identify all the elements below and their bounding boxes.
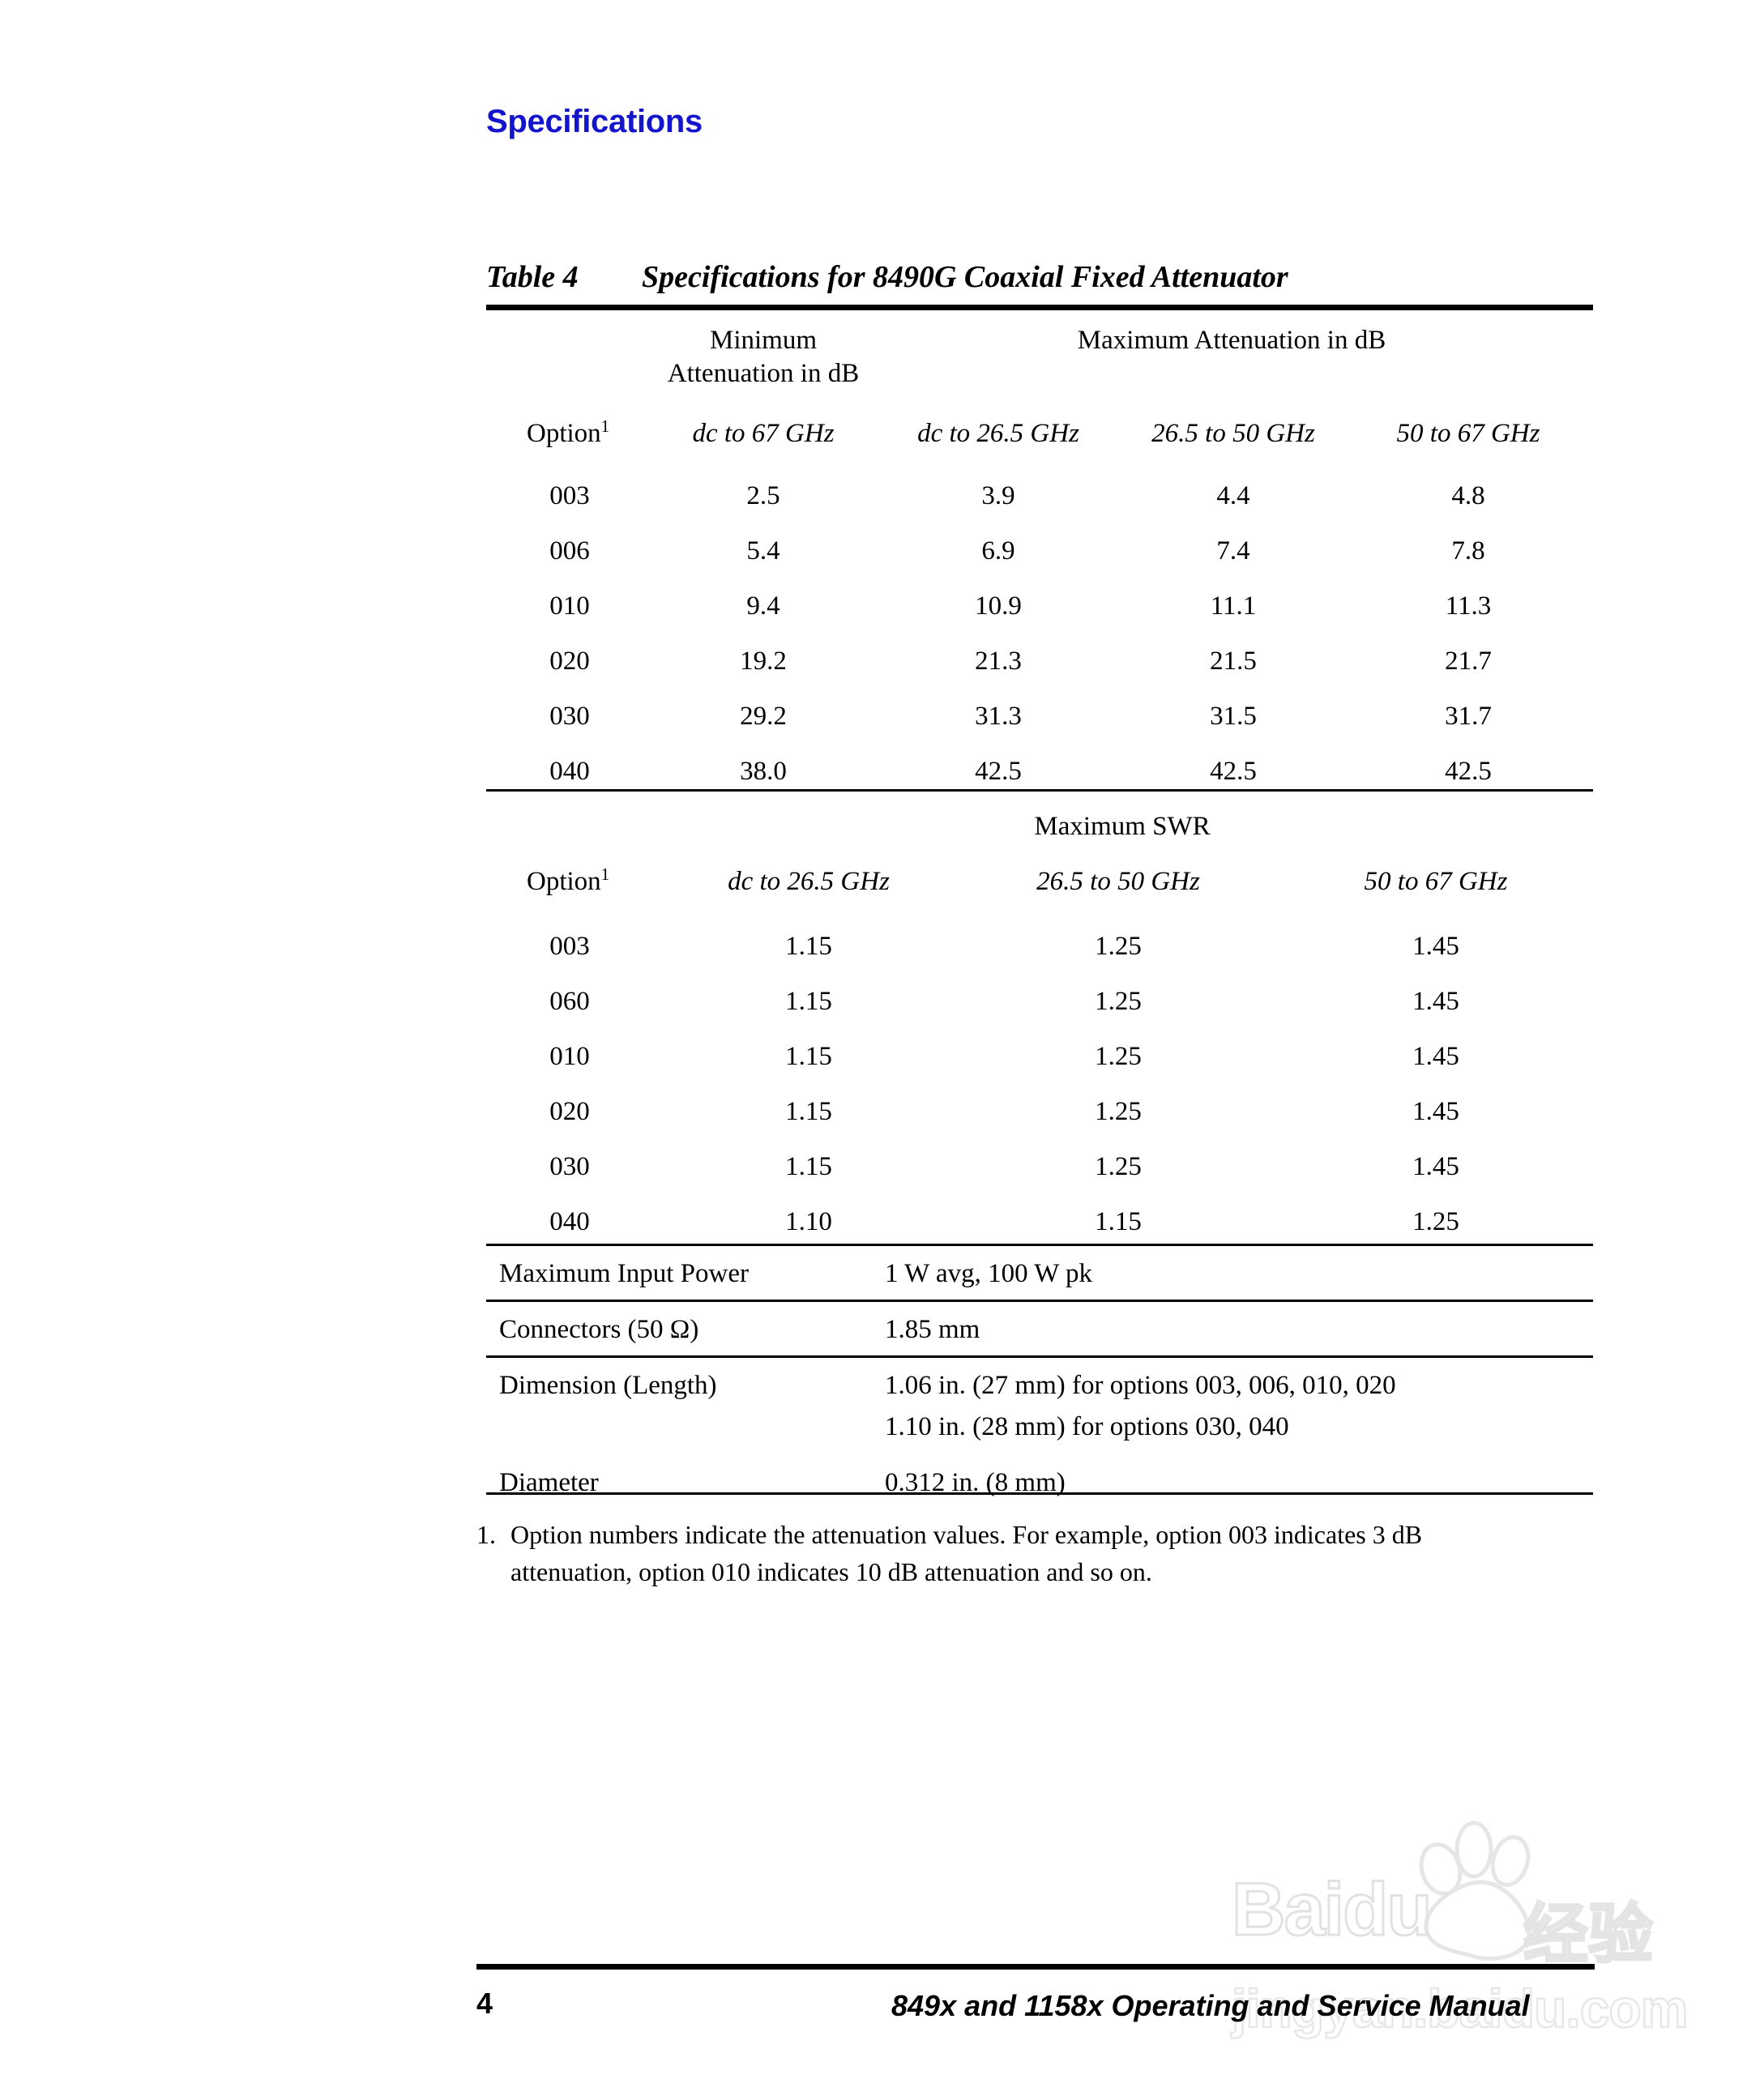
table-cell: 21.3 [975,647,1022,676]
table-cell: 7.4 [1216,536,1250,566]
page-number: 4 [476,1987,493,2020]
column-header-265-to-50: 26.5 to 50 GHz [1151,419,1315,448]
table-cell: 10.9 [975,591,1022,621]
table-cell: 31.3 [975,702,1022,731]
table-top-rule [486,305,1593,310]
table-row: 030 [549,1152,590,1181]
footnote-marker: 1 [600,416,610,436]
table-cell: 7.8 [1451,536,1485,566]
table-row: 040 [549,1207,590,1236]
table-cell: 1.15 [785,932,832,961]
table-cell: 1.15 [785,1097,832,1126]
table-caption: Table 4 Specifications for 8490G Coaxial … [486,259,1288,295]
column-header-dc-to-265: dc to 26.5 GHz [917,419,1079,448]
footer-manual-title: 849x and 1158x Operating and Service Man… [891,1989,1530,2022]
table-cell: 1.25 [1095,1097,1142,1126]
table-cell: 42.5 [1445,757,1492,786]
table-cell: 1.15 [1095,1207,1142,1236]
table-row: 020 [549,647,590,676]
table-bottom-rule [486,1492,1593,1495]
table-row: 010 [549,591,590,621]
table-cell: 19.2 [740,647,787,676]
table-row: 003 [549,481,590,510]
table-cell: 6.9 [981,536,1015,566]
table-cell: 1.15 [785,1042,832,1071]
table-cell: 1.25 [1095,1042,1142,1071]
table-cell: 3.9 [981,481,1015,510]
spec-label-diameter: Diameter [499,1468,599,1497]
attenuation-section-rule [486,789,1593,792]
spec-value-connectors: 1.85 mm [885,1315,980,1344]
paw-print-icon [1390,1819,1553,1965]
table-cell: 1.45 [1412,1097,1459,1126]
table-row: 060 [549,987,590,1016]
table-cell: 21.7 [1445,647,1492,676]
table-cell: 42.5 [975,757,1022,786]
table-cell: 1.45 [1412,932,1459,961]
table-cell: 1.15 [785,1152,832,1181]
table-caption-text: Specifications for 8490G Coaxial Fixed A… [642,260,1288,294]
spec-value-dimension-line2: 1.10 in. (28 mm) for options 030, 040 [885,1412,1289,1441]
table-cell: 1.10 [785,1207,832,1236]
column-header-option-swr: Option1 [527,864,610,897]
column-header-swr-50-67: 50 to 67 GHz [1364,867,1508,896]
table-cell: 11.1 [1210,591,1257,621]
table-cell: 4.8 [1451,481,1485,510]
table-cell: 11.3 [1445,591,1492,621]
column-header-option-attenuation: Option1 [527,416,610,449]
table-cell: 1.25 [1095,1152,1142,1181]
watermark-cn-text: 经验 [1523,1896,1655,1974]
table-cell: 38.0 [740,757,787,786]
column-header-50-to-67: 50 to 67 GHz [1396,419,1540,448]
table-row: 030 [549,702,590,731]
table-cell: 1.45 [1412,1152,1459,1181]
table-cell: 31.7 [1445,702,1492,731]
table-cell: 1.45 [1412,987,1459,1016]
group-header-minimum: Minimum Attenuation in dB [667,326,860,389]
spec-label-max-input-power: Maximum Input Power [499,1259,749,1288]
table-cell: 9.4 [746,591,780,621]
footer-rule [476,1964,1595,1970]
table-cell: 21.5 [1210,647,1257,676]
table-cell: 1.25 [1095,987,1142,1016]
page-title: Specifications [486,104,703,139]
baidu-watermark: Baidu 经验 jingyan.baidu.com [1231,1819,1702,2062]
spec-value-max-input-power: 1 W avg, 100 W pk [885,1259,1093,1288]
footnote-marker: 1 [600,864,610,884]
table-cell: 1.45 [1412,1042,1459,1071]
column-header-swr-265-50: 26.5 to 50 GHz [1036,867,1200,896]
table-cell: 5.4 [746,536,780,566]
table-cell: 42.5 [1210,757,1257,786]
table-row: 003 [549,932,590,961]
footnote-number: 1. [476,1520,496,1549]
spec-rule-2 [486,1355,1593,1358]
spec-label-connectors: Connectors (50 Ω) [499,1315,699,1344]
spec-value-dimension-line1: 1.06 in. (27 mm) for options 003, 006, 0… [885,1371,1396,1400]
column-header-dc-to-67: dc to 67 GHz [692,419,835,448]
table-row: 010 [549,1042,590,1071]
group-header-swr: Maximum SWR [1034,812,1211,841]
table-cell: 1.15 [785,987,832,1016]
table-row: 006 [549,536,590,566]
table-cell: 2.5 [746,481,780,510]
table-cell: 29.2 [740,702,787,731]
column-header-swr-dc-265: dc to 26.5 GHz [728,867,890,896]
watermark-logo-text: Baidu [1231,1867,1434,1953]
spec-rule-1 [486,1300,1593,1302]
table-cell: 1.25 [1412,1207,1459,1236]
table-row: 020 [549,1097,590,1126]
table-caption-label: Table 4 [486,260,579,294]
group-header-maximum: Maximum Attenuation in dB [1077,326,1386,355]
table-cell: 31.5 [1210,702,1257,731]
table-cell: 1.25 [1095,932,1142,961]
table-footnote: 1. Option numbers indicate the attenuati… [476,1516,1546,1591]
table-row: 040 [549,757,590,786]
footnote-text: Option numbers indicate the attenuation … [510,1520,1423,1587]
spec-value-diameter: 0.312 in. (8 mm) [885,1468,1066,1497]
swr-section-rule [486,1244,1593,1246]
table-cell: 4.4 [1216,481,1250,510]
spec-label-dimension: Dimension (Length) [499,1371,717,1400]
